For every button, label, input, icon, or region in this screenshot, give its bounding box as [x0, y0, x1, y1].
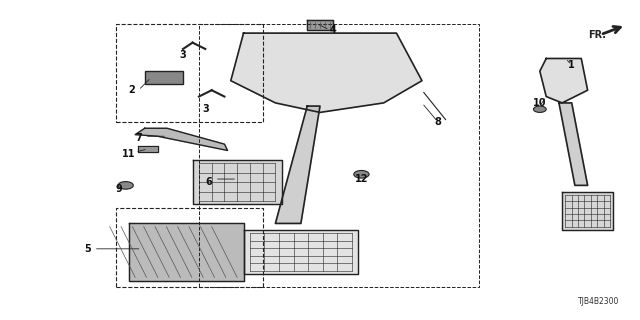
Bar [145, 71, 183, 84]
Polygon shape [193, 160, 282, 204]
Text: 11: 11 [122, 149, 136, 159]
Text: 8: 8 [435, 117, 442, 127]
Circle shape [354, 171, 369, 178]
Text: TJB4B2300: TJB4B2300 [578, 297, 620, 306]
Bar [116, 208, 262, 287]
Bar [199, 24, 479, 287]
Text: 5: 5 [84, 244, 91, 254]
Polygon shape [307, 20, 333, 30]
Circle shape [534, 106, 546, 112]
Text: 10: 10 [533, 98, 547, 108]
Text: 7: 7 [135, 133, 142, 143]
Text: 12: 12 [355, 174, 368, 184]
Text: 3: 3 [202, 104, 209, 114]
Polygon shape [540, 59, 588, 103]
Text: 9: 9 [116, 184, 123, 194]
Text: 2: 2 [129, 85, 136, 95]
Polygon shape [562, 192, 613, 230]
Circle shape [118, 181, 133, 189]
Polygon shape [231, 33, 422, 112]
Text: 1: 1 [568, 60, 575, 70]
Polygon shape [559, 103, 588, 185]
Polygon shape [129, 223, 244, 281]
Polygon shape [135, 128, 228, 150]
Polygon shape [244, 230, 358, 274]
Text: 3: 3 [180, 50, 186, 60]
Polygon shape [138, 146, 157, 152]
Polygon shape [275, 106, 320, 223]
Bar [116, 24, 262, 122]
Text: 6: 6 [205, 177, 212, 187]
Text: FR.: FR. [588, 30, 605, 40]
Text: 4: 4 [330, 25, 336, 35]
